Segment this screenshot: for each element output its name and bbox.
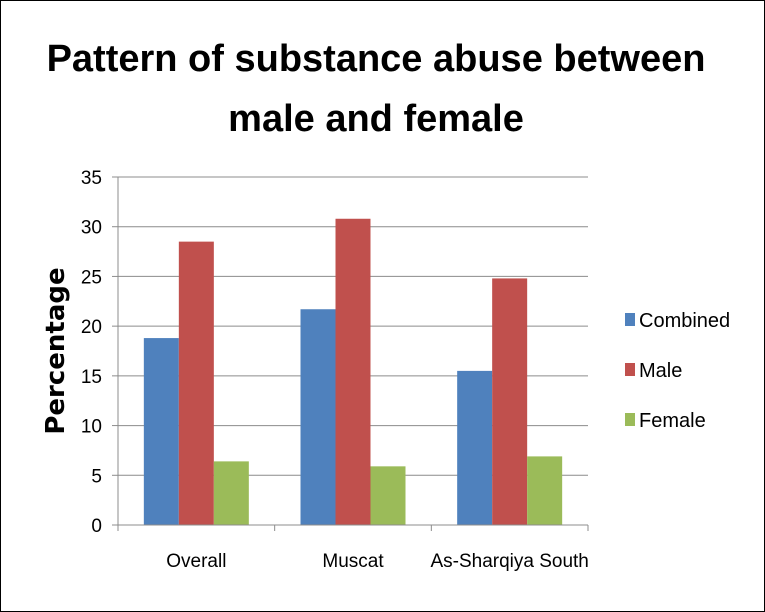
legend-swatch-female	[625, 413, 635, 426]
y-tick-label: 20	[81, 317, 102, 338]
bars	[143, 218, 563, 525]
bar-combined-1	[143, 338, 179, 525]
x-category-label: As-Sharqiya South	[430, 551, 588, 572]
bar-combined-2	[300, 309, 336, 525]
bar-female-1	[213, 461, 249, 525]
chart-title-line-1: Pattern of substance abuse between	[47, 38, 706, 80]
bar-female-3	[527, 456, 563, 525]
x-category-label: Overall	[166, 551, 226, 572]
y-tick-label: 0	[91, 516, 102, 537]
y-tick-label: 5	[91, 466, 102, 487]
legend: Combined Male Female	[625, 310, 730, 432]
legend-label-female: Female	[639, 410, 706, 432]
y-axis-ticks: 0 5 10 15 20 25 30 35	[81, 168, 118, 537]
y-tick-label: 10	[81, 417, 102, 438]
legend-swatch-combined	[625, 313, 635, 326]
x-category-label: Muscat	[322, 551, 384, 572]
chart-title-line-2: male and female	[228, 98, 524, 140]
y-tick-label: 30	[81, 218, 102, 239]
legend-label-combined: Combined	[639, 310, 730, 332]
y-tick-label: 35	[81, 168, 102, 189]
bar-combined-3	[457, 370, 493, 525]
y-tick-label: 15	[81, 367, 102, 388]
x-axis-categories: Overall Muscat As-Sharqiya South	[166, 551, 589, 572]
legend-swatch-male	[625, 363, 635, 376]
bar-male-1	[178, 241, 214, 525]
chart-title: Pattern of substance abuse between male …	[47, 38, 706, 140]
axes	[117, 177, 589, 531]
legend-label-male: Male	[639, 360, 682, 382]
bar-male-2	[335, 218, 371, 525]
bar-female-2	[370, 466, 406, 525]
bar-male-3	[492, 278, 528, 525]
y-tick-label: 25	[81, 267, 102, 288]
y-axis-label: Percentage	[41, 267, 71, 434]
